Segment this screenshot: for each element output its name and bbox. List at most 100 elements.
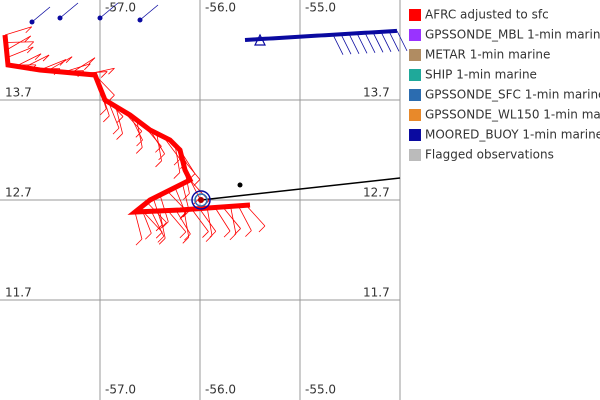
wind-barb bbox=[39, 59, 67, 71]
wind-barb-flag bbox=[99, 108, 107, 116]
latitude-label: 13.7 bbox=[5, 86, 32, 100]
wind-barb-flag bbox=[88, 57, 96, 64]
longitude-label: -55.0 bbox=[305, 1, 336, 15]
wind-barb bbox=[237, 205, 252, 231]
wind-barb bbox=[146, 202, 167, 223]
wind-barb bbox=[199, 208, 217, 232]
wind-barb bbox=[179, 149, 196, 174]
legend-label: MOORED_BUOY 1-min marine bbox=[425, 128, 600, 142]
buoy-track bbox=[244, 28, 398, 42]
wind-barb-flag bbox=[112, 127, 120, 135]
longitude-label: -57.0 bbox=[105, 383, 136, 397]
wind-barb-flag bbox=[229, 233, 237, 241]
latitude-label: 11.7 bbox=[5, 286, 32, 300]
buoy-center bbox=[198, 197, 204, 203]
legend-swatch bbox=[409, 49, 421, 61]
wind-barb-flag bbox=[162, 221, 169, 229]
wind-barb-flag bbox=[26, 46, 34, 54]
wind-barb bbox=[230, 206, 237, 234]
wind-barb bbox=[115, 106, 123, 134]
wind-barb bbox=[163, 136, 181, 160]
wind-barb bbox=[23, 54, 50, 68]
buoy-ring bbox=[191, 190, 211, 210]
wind-barb bbox=[174, 144, 181, 173]
wind-barb-flag bbox=[205, 235, 213, 242]
wind-barb-flag bbox=[25, 26, 33, 34]
wind-barb bbox=[159, 194, 169, 222]
wind-barb bbox=[97, 82, 107, 109]
wind-barb-flag bbox=[182, 210, 190, 218]
wind-barb bbox=[191, 208, 209, 232]
wind-barb-flag bbox=[180, 211, 188, 218]
wind-barb-flag bbox=[100, 71, 108, 78]
wind-barb-flag bbox=[179, 231, 187, 239]
wind-barb bbox=[149, 129, 165, 155]
wind-barb bbox=[4, 26, 32, 36]
wind-barb-flag bbox=[135, 238, 143, 246]
legend-label: GPSSONDE_MBL 1-min marine bbox=[425, 28, 600, 42]
wind-barb bbox=[364, 32, 376, 53]
wind-barb bbox=[142, 211, 163, 233]
wind-barb-flag bbox=[135, 130, 143, 138]
wind-barb bbox=[122, 110, 143, 132]
wind-barb-flag bbox=[145, 232, 152, 240]
legend-swatch bbox=[409, 89, 421, 101]
wind-barb bbox=[94, 74, 115, 96]
wind-barb bbox=[59, 2, 79, 19]
legend-label: AFRC adjusted to sfc bbox=[425, 8, 549, 22]
wind-barb-flag bbox=[182, 237, 190, 244]
wind-barb bbox=[332, 34, 344, 55]
wind-barb-flag bbox=[108, 94, 115, 102]
wind-barb-flag bbox=[103, 115, 110, 123]
wind-barb bbox=[140, 207, 152, 234]
wind-barb bbox=[222, 206, 241, 229]
wind-barb bbox=[15, 53, 42, 67]
wind-barb-flag bbox=[136, 139, 143, 147]
wind-barb bbox=[151, 211, 165, 237]
wind-barb bbox=[214, 207, 231, 232]
wind-barb-flag bbox=[188, 173, 196, 180]
wind-barb-flag bbox=[24, 35, 31, 43]
wind-barb bbox=[245, 205, 266, 227]
track-point bbox=[237, 182, 243, 188]
wind-barb-flag bbox=[116, 116, 124, 123]
wind-barb-flag bbox=[27, 41, 35, 49]
wind-barb bbox=[396, 30, 408, 52]
wind-barb bbox=[181, 157, 201, 180]
wind-barb-flag bbox=[183, 193, 190, 200]
buoy-marker bbox=[254, 33, 266, 46]
latitude-label: 11.7 bbox=[363, 286, 390, 300]
wind-barb-flag bbox=[34, 53, 42, 61]
wind-barb bbox=[356, 33, 368, 54]
longitude-label: -56.0 bbox=[205, 383, 236, 397]
wind-barb bbox=[167, 210, 187, 233]
longitude-label: -57.0 bbox=[105, 1, 136, 15]
wind-barb-flag bbox=[180, 162, 187, 169]
wind-barb-flag bbox=[202, 231, 209, 238]
wind-barb-flag bbox=[157, 236, 165, 243]
wind-barb bbox=[47, 56, 73, 72]
latitude-label: 12.7 bbox=[363, 186, 390, 200]
longitude-label: -55.0 bbox=[305, 383, 336, 397]
wind-barb-flag bbox=[116, 133, 123, 140]
wind-barb-flag bbox=[158, 153, 165, 161]
wind-barb bbox=[152, 198, 163, 226]
wind-barb-flag bbox=[158, 238, 166, 245]
wind-barb-flag bbox=[135, 147, 143, 154]
wind-barb bbox=[175, 209, 191, 235]
wind-barb bbox=[186, 173, 200, 199]
legend: AFRC adjusted to sfc GPSSONDE_MBL 1-min m… bbox=[409, 8, 600, 162]
wind-barb bbox=[182, 183, 190, 212]
legend-label: GPSSONDE_WL150 1-min marine bbox=[425, 108, 600, 122]
wind-barb-flag bbox=[160, 222, 167, 229]
latitude-label: 12.7 bbox=[5, 186, 32, 200]
wind-barb bbox=[99, 2, 119, 19]
wind-barb bbox=[156, 133, 162, 161]
legend-swatch bbox=[409, 69, 421, 81]
wind-barb bbox=[174, 187, 187, 214]
legend-label: GPSSONDE_SFC 1-min marine bbox=[425, 88, 600, 102]
wind-barb-flag bbox=[29, 64, 37, 72]
wind-barb-flag bbox=[155, 160, 162, 168]
wind-barb-flag bbox=[223, 230, 231, 238]
legend-swatch bbox=[409, 29, 421, 41]
